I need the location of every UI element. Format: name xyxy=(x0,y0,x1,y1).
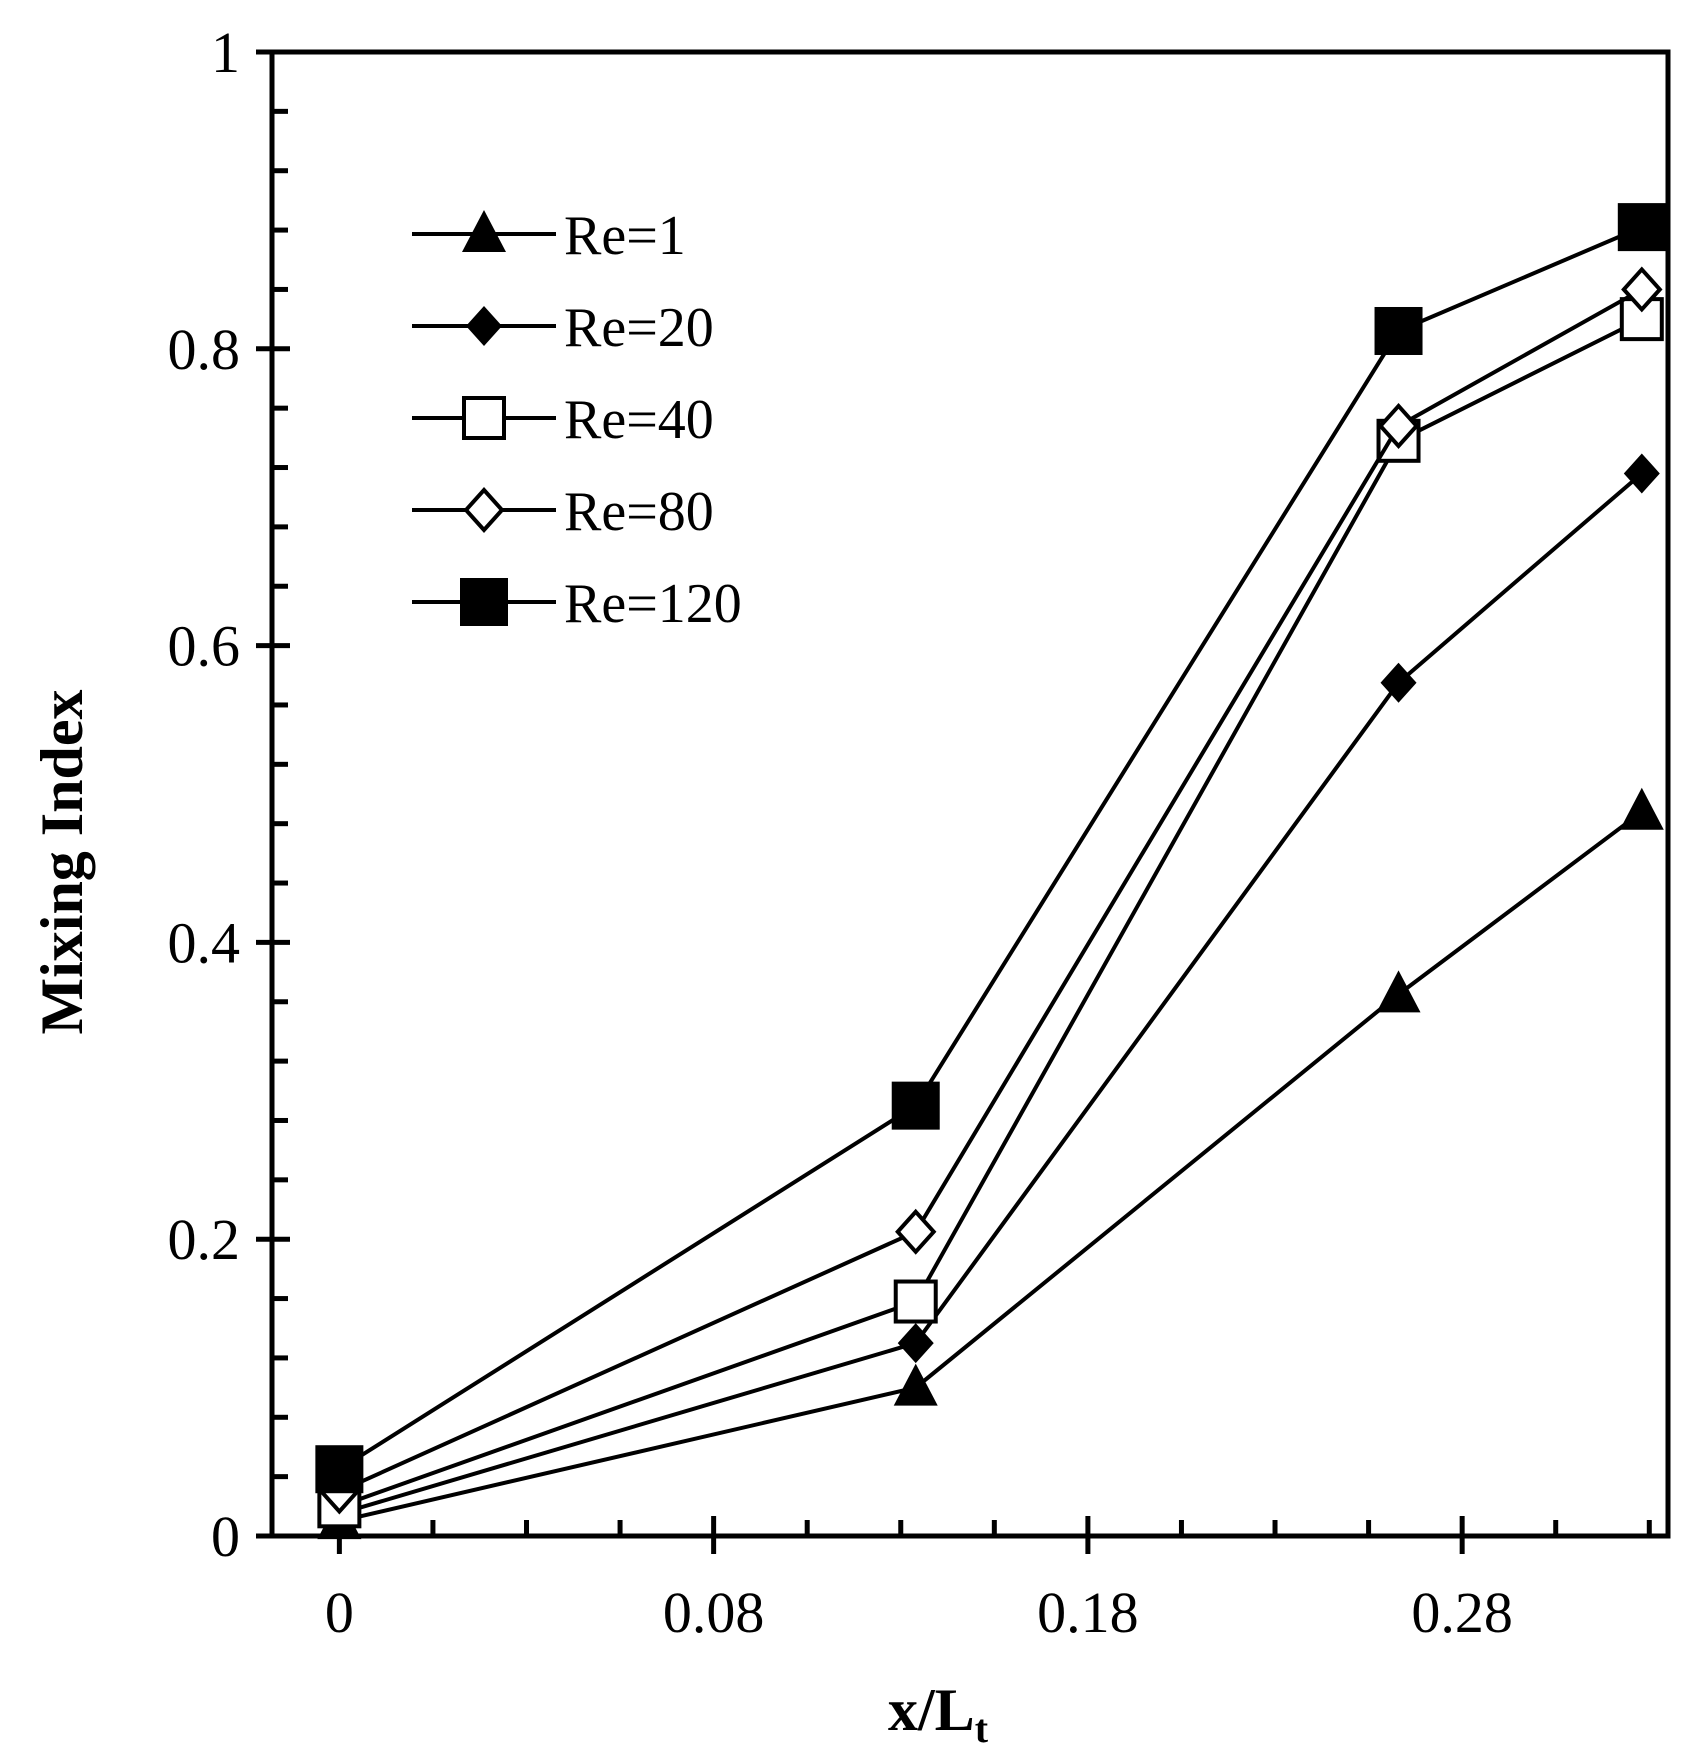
x-tick-label: 0.08 xyxy=(663,1580,765,1645)
legend-label: Re=1 xyxy=(564,205,686,267)
y-tick-label: 1 xyxy=(211,20,240,85)
data-point-re-80 xyxy=(895,1208,937,1255)
axis-ticks: 0 0.2 0.4 0.6 0.8 1 0 0.08 0.18 0.28 xyxy=(168,20,1652,1645)
series-line-re-80 xyxy=(338,287,1643,1494)
legend-label: Re=80 xyxy=(564,481,714,543)
legend-item-re-1: Re=1 xyxy=(412,205,686,267)
y-axis-title: Mixing Index xyxy=(29,689,95,1034)
data-point-re-120 xyxy=(1374,306,1423,355)
series-line-re-40 xyxy=(338,317,1643,1509)
data-point-re-20 xyxy=(1380,662,1417,703)
legend-label: Re=40 xyxy=(564,389,714,451)
y-tick-label: 0 xyxy=(211,1504,240,1569)
series-re-120 xyxy=(315,203,1666,1494)
series-re-40 xyxy=(317,297,1664,1529)
x-tick-label: 0.18 xyxy=(1037,1580,1139,1645)
legend-item-re-80: Re=80 xyxy=(412,481,714,543)
data-point-re-120 xyxy=(1617,203,1666,252)
series-re-20 xyxy=(321,453,1660,1534)
legend-marker xyxy=(462,210,506,252)
y-tick-label: 0.8 xyxy=(168,317,241,382)
legend: Re=1 Re=20 Re=40 Re=80 Re=120 xyxy=(412,205,742,635)
legend-marker xyxy=(460,578,508,626)
x-axis-title-subscript: t xyxy=(975,1706,989,1746)
data-point-re-20 xyxy=(1623,453,1660,494)
series-re-1 xyxy=(317,787,1664,1540)
y-tick-label: 0.6 xyxy=(168,614,241,679)
legend-item-re-40: Re=40 xyxy=(412,389,714,451)
legend-item-re-20: Re=20 xyxy=(412,297,714,359)
data-point-re-120 xyxy=(891,1081,940,1130)
legend-marker xyxy=(462,396,506,440)
series-group xyxy=(315,203,1666,1540)
legend-label: Re=120 xyxy=(564,573,742,635)
x-tick-label: 0.28 xyxy=(1411,1580,1513,1645)
legend-marker xyxy=(463,487,505,533)
data-point-re-20 xyxy=(897,1323,934,1364)
data-point-re-40 xyxy=(893,1279,938,1324)
axes xyxy=(269,49,1671,1539)
x-axis-title: x/Lt xyxy=(888,1677,989,1746)
x-tick-label: 0 xyxy=(325,1580,354,1645)
legend-label: Re=20 xyxy=(564,297,714,359)
data-point-re-1 xyxy=(1376,970,1421,1013)
data-point-re-1 xyxy=(893,1363,938,1406)
series-line-re-1 xyxy=(338,810,1644,1524)
data-point-re-80 xyxy=(1621,266,1663,313)
data-point-re-80 xyxy=(1377,402,1420,449)
y-tick-label: 0.2 xyxy=(168,1207,241,1272)
x-axis-title-main: x/L xyxy=(888,1677,975,1743)
series-line-re-20 xyxy=(338,471,1644,1516)
plot-frame xyxy=(269,49,1671,1539)
legend-item-re-120: Re=120 xyxy=(412,573,742,635)
y-tick-label: 0.4 xyxy=(168,910,241,975)
data-point-re-1 xyxy=(1619,787,1664,830)
series-line-re-120 xyxy=(338,225,1643,1471)
legend-marker xyxy=(466,306,502,346)
data-point-re-120 xyxy=(315,1445,364,1494)
